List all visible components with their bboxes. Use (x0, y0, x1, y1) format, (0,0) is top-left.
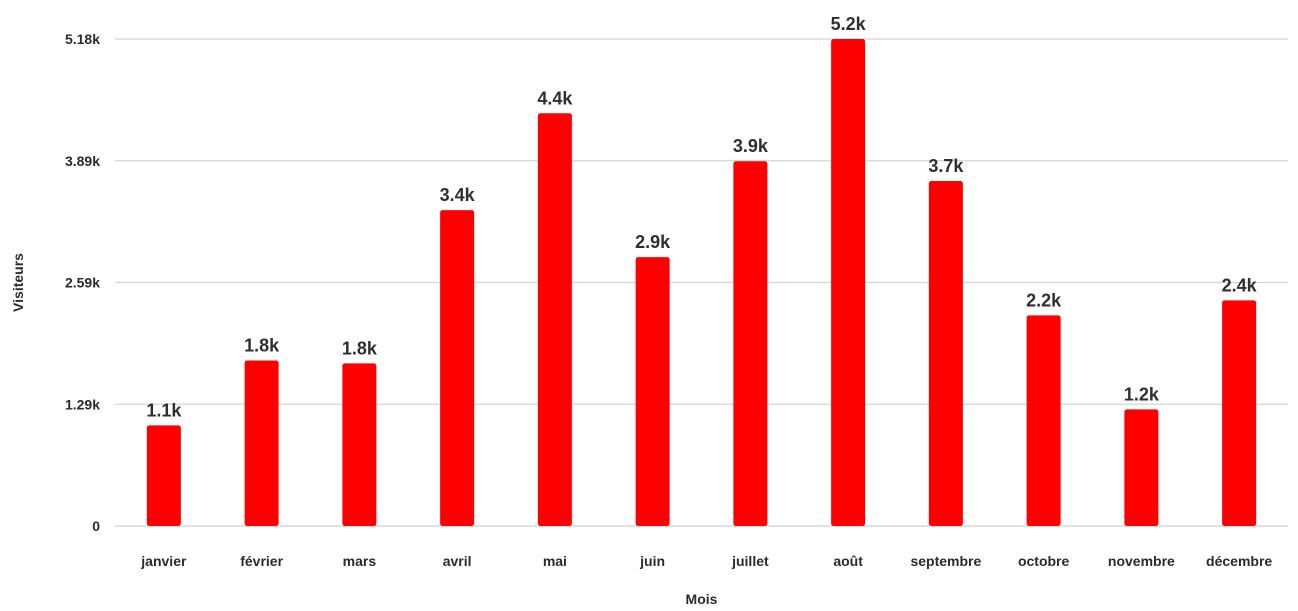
bar-data-label: 1.8k (244, 336, 280, 356)
x-tick-label: juillet (731, 553, 769, 569)
bar-data-label: 3.9k (733, 136, 769, 156)
y-axis-title: Visiteurs (10, 253, 26, 312)
y-tick-label: 0 (92, 518, 100, 534)
y-tick-label: 3.89k (65, 153, 100, 169)
bar (1124, 409, 1159, 526)
x-tick-label: octobre (1018, 553, 1070, 569)
bar (440, 210, 475, 527)
bar-data-label: 3.4k (440, 185, 476, 205)
bar (537, 113, 572, 526)
bar (928, 180, 963, 526)
bar (146, 425, 181, 526)
y-tick-label: 1.29k (65, 396, 100, 412)
x-tick-label: septembre (910, 553, 981, 569)
bar (342, 363, 377, 526)
bar (1026, 315, 1061, 526)
x-tick-label: mars (343, 553, 377, 569)
x-tick-label: novembre (1108, 553, 1175, 569)
bar-data-label: 2.4k (1222, 275, 1258, 295)
x-tick-label: février (240, 553, 283, 569)
bar-data-label: 5.2k (831, 14, 867, 34)
bar-data-label: 2.9k (635, 232, 671, 252)
x-tick-label: avril (443, 553, 472, 569)
bar (244, 360, 279, 526)
x-tick-label: décembre (1206, 553, 1272, 569)
bar-data-label: 1.1k (146, 400, 182, 420)
x-tick-label: janvier (140, 553, 187, 569)
x-axis-title: Mois (686, 591, 718, 607)
bar-data-label: 1.8k (342, 338, 378, 358)
bar (1222, 300, 1257, 526)
y-tick-label: 2.59k (65, 275, 100, 291)
x-tick-label: juin (639, 553, 665, 569)
bar (635, 257, 670, 526)
x-tick-label: mai (543, 553, 567, 569)
bar (733, 161, 768, 526)
bar-data-label: 4.4k (537, 88, 573, 108)
bar (831, 39, 866, 526)
bar-data-label: 1.2k (1124, 384, 1160, 404)
bar-data-label: 3.7k (928, 156, 964, 176)
x-tick-label: août (833, 553, 863, 569)
bar-data-label: 2.2k (1026, 290, 1062, 310)
y-tick-label: 5.18k (65, 31, 100, 47)
